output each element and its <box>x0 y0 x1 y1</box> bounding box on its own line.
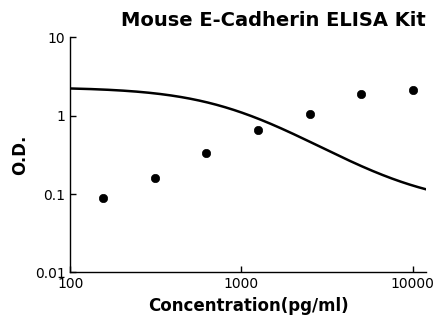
X-axis label: Concentration(pg/ml): Concentration(pg/ml) <box>148 297 348 315</box>
Point <box>151 175 158 181</box>
Text: Mouse E-Cadherin ELISA Kit: Mouse E-Cadherin ELISA Kit <box>121 11 426 30</box>
Point <box>358 91 365 96</box>
Point <box>306 111 313 117</box>
Point <box>100 196 107 201</box>
Point <box>254 128 261 133</box>
Y-axis label: O.D.: O.D. <box>11 135 29 175</box>
Point <box>409 88 416 93</box>
Point <box>203 151 210 156</box>
